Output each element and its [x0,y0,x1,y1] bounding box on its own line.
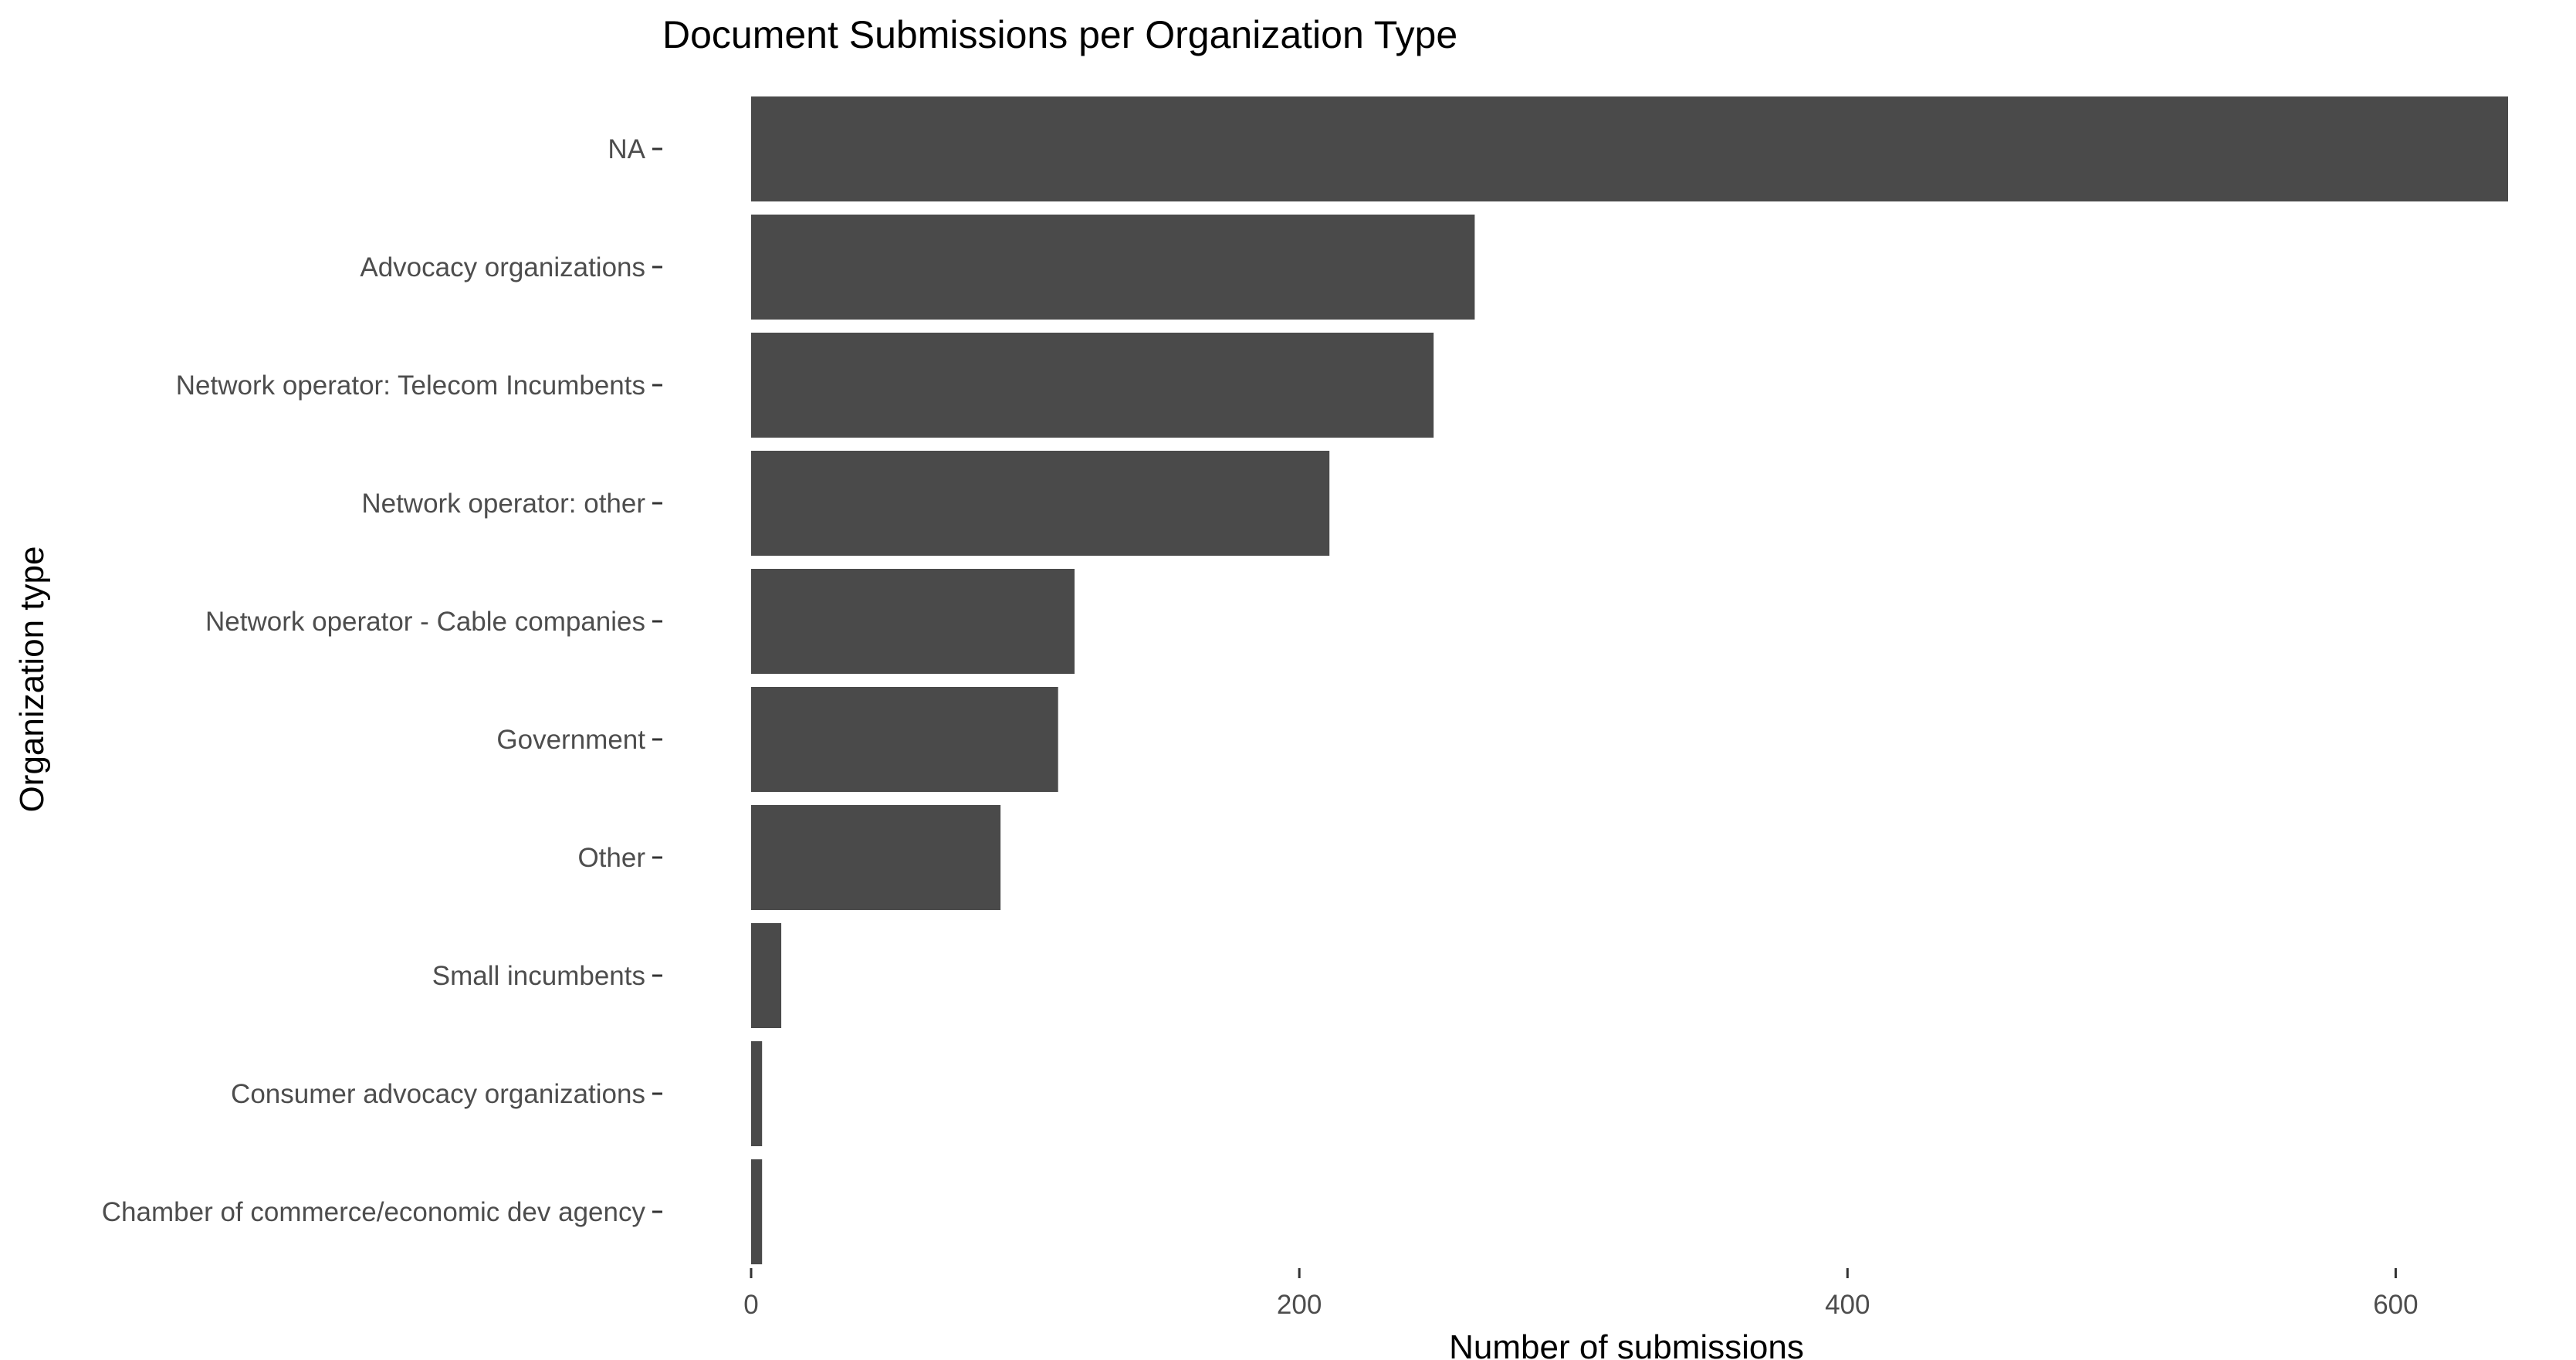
y-axis-title: Organization type [13,546,51,813]
x-tick-label: 200 [1277,1290,1322,1320]
y-tick-label: Consumer advocacy organizations [231,1079,645,1109]
y-tick-label: Small incumbents [432,961,645,991]
y-axis: NA Advocacy organizations Network operator… [102,134,662,1227]
x-tick-label: 0 [743,1290,758,1320]
bar-other [751,805,1001,910]
y-tick-label: Chamber of commerce/economic dev agency [102,1197,646,1227]
bars-group [751,96,2508,1264]
x-axis: 0 200 400 600 [743,1268,2419,1320]
bar-small-incumbents [751,923,782,1028]
bar-na [751,96,2508,201]
x-tick-label: 600 [2373,1290,2418,1320]
bar-chamber-of-commerce-economic-dev-agency [751,1159,763,1264]
y-tick-label: Network operator: other [361,489,645,519]
bar-network-operator-other [751,451,1330,556]
bar-government [751,687,1058,792]
x-axis-title: Number of submissions [1449,1328,1804,1360]
y-tick-label: Government [496,725,645,755]
bar-advocacy-organizations [751,215,1475,320]
y-tick-label: Network operator: Telecom Incumbents [176,370,645,401]
chart-title: Document Submissions per Organization Ty… [662,13,1457,56]
x-tick-label: 400 [1825,1290,1870,1320]
y-tick-label: NA [608,134,645,164]
bar-network-operator-telecom-incumbents [751,333,1434,438]
bar-network-operator-cable-companies [751,569,1075,674]
y-tick-label: Other [577,843,645,873]
bar-consumer-advocacy-organizations [751,1041,763,1146]
y-tick-label: Advocacy organizations [360,252,645,282]
y-tick-label: Network operator - Cable companies [205,607,645,637]
